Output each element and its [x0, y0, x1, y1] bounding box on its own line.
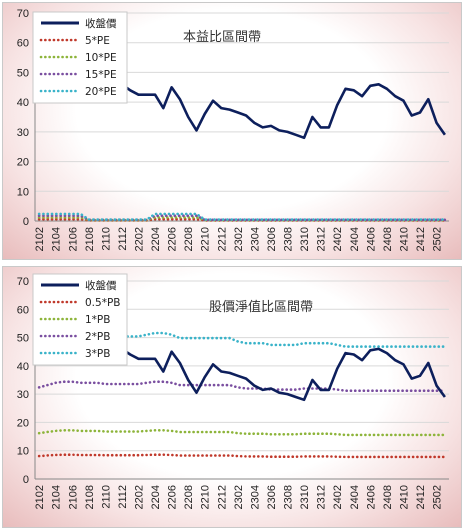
- x-tick-label: 2410: [398, 227, 410, 251]
- series-line-3: [37, 214, 447, 222]
- series-line-3: [37, 380, 447, 392]
- y-tick-label: 50: [17, 333, 29, 345]
- series-line-0: [121, 347, 446, 402]
- x-tick-label: 2208: [183, 227, 195, 251]
- y-tick-label: 60: [17, 38, 29, 50]
- y-tick-label: 30: [17, 127, 29, 139]
- x-tick-label: 2106: [67, 227, 79, 251]
- x-tick-label: 2312: [316, 485, 328, 509]
- x-tick-label: 2302: [233, 485, 245, 509]
- x-tick-label: 2308: [283, 485, 295, 509]
- pb-band-chart: 0 10 20 30 40 50 60 70 2102 2104 2106 2108 2110 2112 2…: [17, 273, 449, 509]
- legend-label: 3*PB: [85, 348, 110, 360]
- x-tick-label: 2306: [266, 227, 278, 251]
- x-tick-label: 2212: [216, 485, 228, 509]
- pe-band-chart: 0 10 20 30 40 50 60 70 2102 2104 2106 2108 2110 2112 2…: [17, 8, 449, 251]
- x-tick-label: 2406: [365, 227, 377, 251]
- y-tick-label: 40: [17, 97, 29, 109]
- x-tick-label: 2112: [117, 485, 129, 509]
- x-tick-label: 2102: [34, 227, 46, 251]
- legend-label: 1*PB: [85, 314, 110, 326]
- x-tick-label: 2410: [398, 485, 410, 509]
- y-tick-label: 20: [17, 157, 29, 169]
- x-tick-label: 2302: [233, 227, 245, 251]
- y-tick-label: 50: [17, 67, 29, 79]
- series-line-1: [37, 453, 447, 459]
- legend-label: 20*PE: [85, 86, 117, 98]
- x-tick-label: 2206: [167, 485, 179, 509]
- legend-label: 收盤價: [85, 279, 117, 292]
- legend-label: 收盤價: [85, 17, 117, 30]
- x-tick-label: 2408: [382, 485, 394, 509]
- chart-title: 本益比區間帶: [183, 30, 261, 45]
- series-line-0: [121, 83, 446, 140]
- legend-label: 10*PE: [85, 52, 117, 64]
- series-line-4: [37, 212, 447, 221]
- x-tick-label: 2204: [150, 227, 162, 251]
- y-tick-label: 60: [17, 304, 29, 316]
- x-tick-label: 2104: [51, 227, 63, 251]
- x-tick-label: 2204: [150, 485, 162, 509]
- x-tick-label: 2210: [200, 227, 212, 251]
- x-tick-label: 2312: [316, 227, 328, 251]
- series-line-2: [37, 429, 447, 437]
- y-tick-label: 0: [23, 216, 29, 228]
- legend-label: 15*PE: [85, 69, 117, 81]
- legend-label: 5*PE: [85, 35, 110, 47]
- y-tick-label: 70: [17, 276, 29, 288]
- chart-title: 股價淨值比區間帶: [209, 299, 313, 315]
- x-tick-label: 2408: [382, 227, 394, 251]
- pe-band-chart-panel: 0 10 20 30 40 50 60 70 2102 2104 2106 2108 2110 2112 2…: [2, 2, 462, 260]
- x-tick-label: 2110: [100, 227, 112, 251]
- y-tick-label: 0: [23, 474, 29, 486]
- x-tick-label: 2112: [117, 227, 129, 251]
- x-tick-label: 2402: [332, 227, 344, 251]
- x-tick-label: 2308: [283, 227, 295, 251]
- x-tick-label: 2210: [200, 485, 212, 509]
- x-tick-label: 2104: [51, 485, 63, 509]
- x-tick-label: 2502: [432, 227, 444, 251]
- x-tick-label: 2502: [432, 485, 444, 509]
- x-tick-label: 2212: [216, 227, 228, 251]
- x-tick-label: 2404: [349, 227, 361, 251]
- y-tick-label: 40: [17, 361, 29, 373]
- legend-label: 0.5*PB: [85, 297, 120, 309]
- y-tick-label: 20: [17, 417, 29, 429]
- y-tick-label: 10: [17, 446, 29, 458]
- x-tick-label: 2202: [134, 227, 146, 251]
- x-tick-label: 2402: [332, 485, 344, 509]
- x-tick-label: 2208: [183, 485, 195, 509]
- x-tick-label: 2108: [84, 227, 96, 251]
- x-tick-label: 2108: [84, 485, 96, 509]
- x-tick-label: 2406: [365, 485, 377, 509]
- x-tick-label: 2306: [266, 485, 278, 509]
- x-tick-label: 2304: [249, 485, 261, 509]
- x-tick-label: 2404: [349, 485, 361, 509]
- x-tick-label: 2304: [249, 227, 261, 251]
- x-tick-label: 2206: [167, 227, 179, 251]
- x-tick-label: 2412: [415, 227, 427, 251]
- x-tick-label: 2110: [100, 485, 112, 509]
- y-tick-label: 70: [17, 8, 29, 20]
- x-tick-label: 2310: [299, 227, 311, 251]
- x-tick-label: 2102: [34, 485, 46, 509]
- y-tick-label: 30: [17, 389, 29, 401]
- legend-label: 2*PB: [85, 331, 110, 343]
- pb-band-chart-panel: 0 10 20 30 40 50 60 70 2102 2104 2106 2108 2110 2112 2…: [2, 266, 462, 528]
- x-tick-label: 2412: [415, 485, 427, 509]
- x-tick-label: 2310: [299, 485, 311, 509]
- x-tick-label: 2106: [67, 485, 79, 509]
- y-tick-label: 10: [17, 186, 29, 198]
- x-tick-label: 2202: [134, 485, 146, 509]
